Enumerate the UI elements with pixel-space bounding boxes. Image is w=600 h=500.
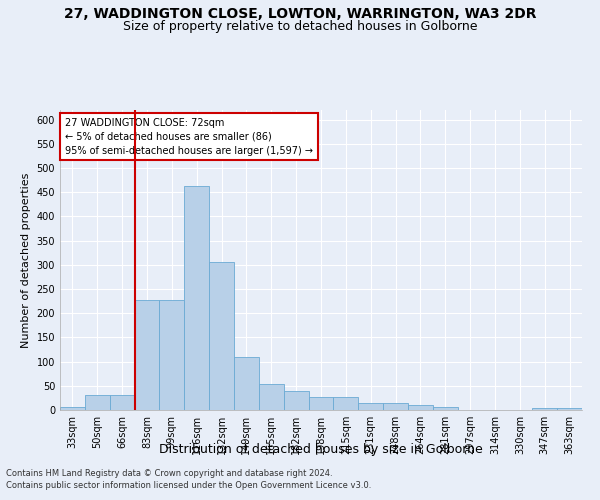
Bar: [408, 404, 433, 410]
Text: Size of property relative to detached houses in Golborne: Size of property relative to detached ho…: [123, 20, 477, 33]
Text: 27, WADDINGTON CLOSE, LOWTON, WARRINGTON, WA3 2DR: 27, WADDINGTON CLOSE, LOWTON, WARRINGTON…: [64, 8, 536, 22]
Bar: [85, 396, 110, 410]
Bar: [234, 357, 259, 410]
Y-axis label: Number of detached properties: Number of detached properties: [21, 172, 31, 348]
Bar: [110, 396, 134, 410]
Text: Contains public sector information licensed under the Open Government Licence v3: Contains public sector information licen…: [6, 481, 371, 490]
Bar: [557, 408, 582, 410]
Text: Contains HM Land Registry data © Crown copyright and database right 2024.: Contains HM Land Registry data © Crown c…: [6, 468, 332, 477]
Bar: [358, 403, 383, 410]
Bar: [334, 398, 358, 410]
Text: Distribution of detached houses by size in Golborne: Distribution of detached houses by size …: [159, 442, 483, 456]
Bar: [433, 406, 458, 410]
Bar: [160, 300, 184, 410]
Bar: [532, 408, 557, 410]
Bar: [284, 391, 308, 410]
Bar: [209, 262, 234, 410]
Text: 27 WADDINGTON CLOSE: 72sqm
← 5% of detached houses are smaller (86)
95% of semi-: 27 WADDINGTON CLOSE: 72sqm ← 5% of detac…: [65, 118, 313, 156]
Bar: [259, 384, 284, 410]
Bar: [184, 186, 209, 410]
Bar: [60, 406, 85, 410]
Bar: [383, 403, 408, 410]
Bar: [308, 398, 334, 410]
Bar: [134, 300, 160, 410]
